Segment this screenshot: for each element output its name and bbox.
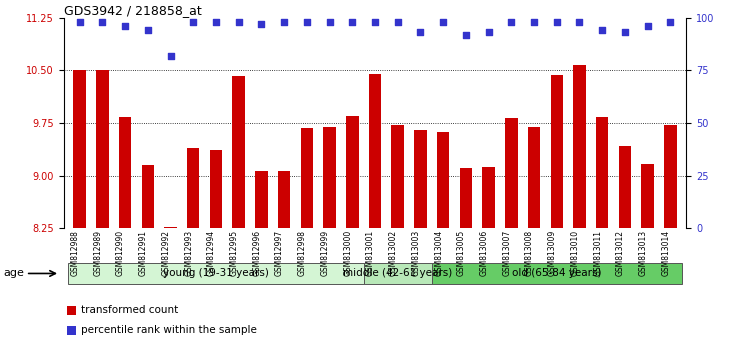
Point [210, 19, 222, 25]
Text: GSM813013: GSM813013 [639, 230, 648, 276]
Bar [67, 306, 76, 315]
Point [119, 23, 131, 29]
Text: GSM812994: GSM812994 [207, 230, 216, 276]
Text: GSM813014: GSM813014 [662, 230, 670, 276]
Text: transformed count: transformed count [81, 305, 178, 315]
Point [142, 28, 154, 33]
Point [664, 19, 676, 25]
Point [232, 19, 244, 25]
Text: middle (42-61 years): middle (42-61 years) [343, 268, 452, 279]
Bar [664, 125, 676, 228]
Text: young (19-31 years): young (19-31 years) [163, 268, 269, 279]
Point [415, 30, 427, 35]
Bar [301, 128, 313, 228]
Bar [550, 75, 563, 228]
Text: GSM812993: GSM812993 [184, 230, 194, 276]
Text: GSM812990: GSM812990 [116, 230, 125, 276]
Bar [68, 263, 364, 284]
Point [392, 19, 404, 25]
Point [256, 21, 268, 27]
Point [301, 19, 313, 25]
Point [188, 19, 200, 25]
Bar [432, 263, 682, 284]
Text: GSM813005: GSM813005 [457, 230, 466, 276]
Bar [364, 263, 432, 284]
Bar [118, 118, 131, 228]
Text: GSM812998: GSM812998 [298, 230, 307, 276]
Bar [142, 165, 154, 228]
Text: GSM813001: GSM813001 [366, 230, 375, 276]
Bar [74, 70, 86, 228]
Text: GSM813007: GSM813007 [503, 230, 512, 276]
Text: GSM812999: GSM812999 [320, 230, 329, 276]
Point [642, 23, 654, 29]
Text: GSM812995: GSM812995 [230, 230, 238, 276]
Text: GSM813003: GSM813003 [412, 230, 421, 276]
Bar [232, 76, 245, 228]
Point [323, 19, 335, 25]
Bar [323, 126, 336, 228]
Bar [573, 65, 586, 228]
Bar [255, 171, 268, 228]
Bar [619, 146, 632, 228]
Text: GSM812996: GSM812996 [253, 230, 262, 276]
Point [74, 19, 86, 25]
Bar [346, 116, 358, 228]
Point [550, 19, 562, 25]
Point [346, 19, 358, 25]
Bar [460, 168, 472, 228]
Text: GSM813006: GSM813006 [479, 230, 488, 276]
Bar [528, 126, 540, 228]
Text: GSM813010: GSM813010 [571, 230, 580, 276]
Point [437, 19, 449, 25]
Text: GSM812997: GSM812997 [275, 230, 284, 276]
Point [619, 30, 631, 35]
Point [460, 32, 472, 38]
Bar [641, 164, 654, 228]
Point [164, 53, 176, 58]
Text: GSM812988: GSM812988 [70, 230, 80, 276]
Text: GSM812992: GSM812992 [161, 230, 170, 276]
Bar [437, 132, 449, 228]
Point [596, 28, 608, 33]
Point [482, 30, 494, 35]
Text: old (65-84 years): old (65-84 years) [512, 268, 602, 279]
Text: GSM812991: GSM812991 [139, 230, 148, 276]
Text: GSM813004: GSM813004 [434, 230, 443, 276]
Bar [482, 166, 495, 228]
Bar [369, 74, 381, 228]
Bar [164, 227, 177, 228]
Text: GSM813009: GSM813009 [548, 230, 556, 276]
Text: percentile rank within the sample: percentile rank within the sample [81, 325, 256, 336]
Bar [210, 150, 222, 228]
Point [506, 19, 518, 25]
Bar [392, 125, 404, 228]
Bar [96, 70, 109, 228]
Text: GSM813008: GSM813008 [525, 230, 534, 276]
Text: GSM813012: GSM813012 [616, 230, 625, 276]
Point [96, 19, 108, 25]
Point [369, 19, 381, 25]
Bar [67, 326, 76, 335]
Text: GDS3942 / 218858_at: GDS3942 / 218858_at [64, 4, 202, 17]
Text: GSM813000: GSM813000 [344, 230, 352, 276]
Point [528, 19, 540, 25]
Bar [414, 130, 427, 228]
Point [574, 19, 586, 25]
Point [278, 19, 290, 25]
Text: GSM812989: GSM812989 [93, 230, 102, 276]
Bar [596, 118, 608, 228]
Text: GSM813002: GSM813002 [388, 230, 398, 276]
Bar [278, 171, 290, 228]
Text: GSM813011: GSM813011 [593, 230, 602, 276]
Bar [187, 148, 200, 228]
Bar [505, 118, 518, 228]
Text: age: age [4, 268, 25, 279]
